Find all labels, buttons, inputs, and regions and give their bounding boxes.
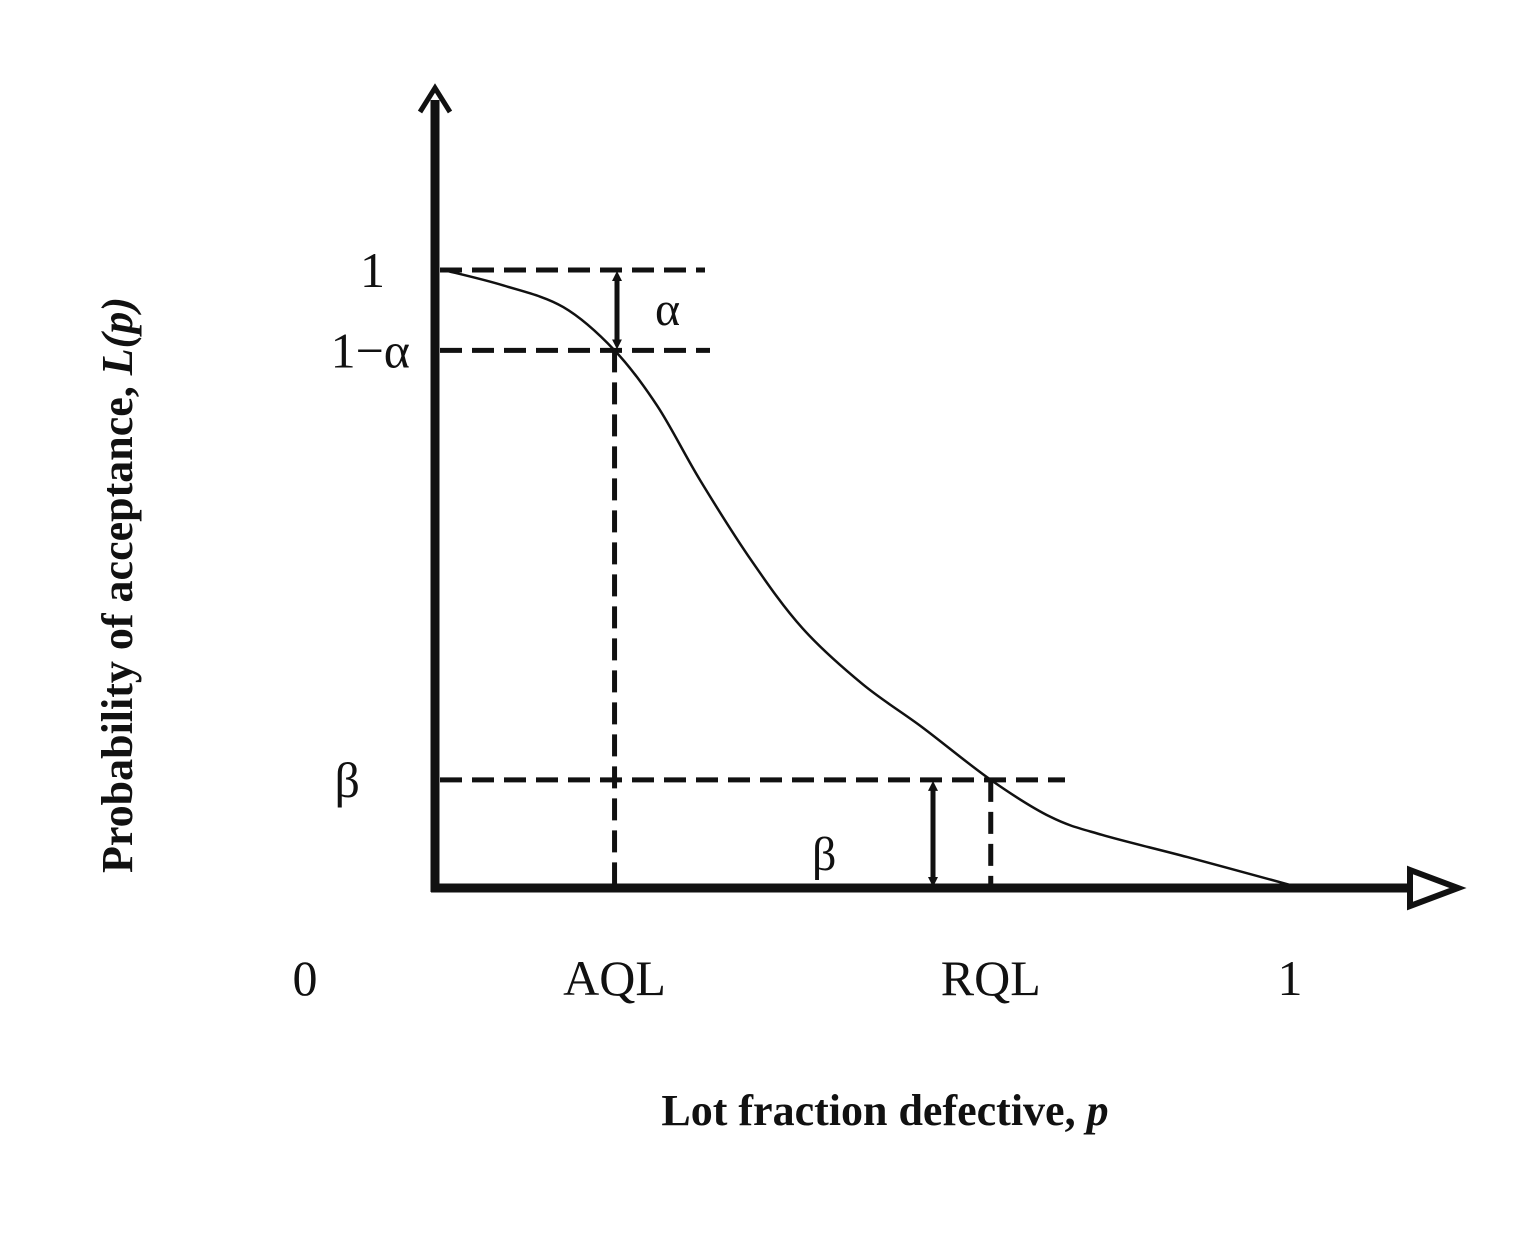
annotation-arrows <box>612 271 938 887</box>
x-axis-arrow-icon <box>1407 865 1467 911</box>
beta-annotation: β <box>812 828 836 881</box>
y-axis-arrow-icon <box>417 83 453 114</box>
x-tick-label-rql: RQL <box>941 950 1041 1006</box>
alpha-annotation: α <box>655 283 680 336</box>
y-axis-label: Probability of acceptance, L(p) <box>93 297 142 873</box>
x-tick-label-0: 0 <box>293 950 318 1006</box>
x-axis-label-variable: p <box>1083 1086 1109 1135</box>
y-tick-label-1-minus-alpha: 1−α <box>331 322 410 378</box>
oc-curve-line <box>443 268 1291 887</box>
guide-lines <box>440 267 1065 885</box>
x-axis-label-text: Lot fraction defective, <box>661 1086 1086 1135</box>
y-axis-label-text: Probability of acceptance, <box>93 375 142 873</box>
x-axis-label: Lot fraction defective, p <box>661 1086 1108 1135</box>
x-tick-label-1: 1 <box>1278 950 1303 1006</box>
x-tick-label-aql: AQL <box>563 950 666 1006</box>
y-axis-label-variable: L(p) <box>93 297 142 376</box>
y-tick-label-1: 1 <box>360 242 385 298</box>
y-tick-label-beta: β <box>335 752 360 808</box>
